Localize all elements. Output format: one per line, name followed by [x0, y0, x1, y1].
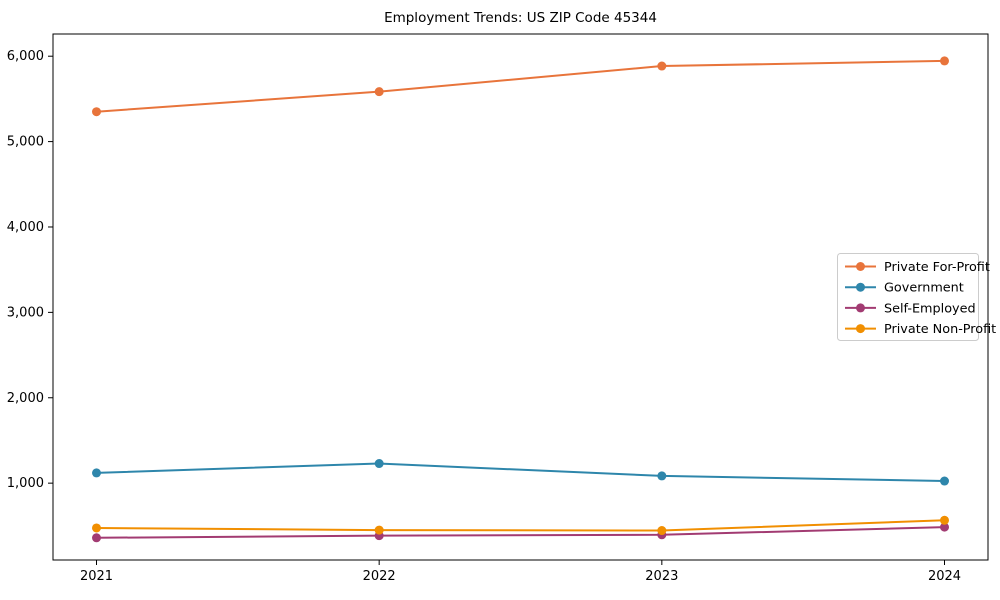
data-point-private-non-profit-2021 [92, 523, 101, 533]
data-point-government-2022 [374, 459, 384, 469]
series-line-private-for-profit [95, 59, 946, 113]
data-point-government-2023 [657, 471, 667, 481]
series-government [92, 459, 949, 486]
legend-marker [856, 324, 865, 334]
y-tick-label: 2,000 [7, 391, 44, 406]
y-axis: 1,000 2,000 3,000 4,000 5,000 6,000 [7, 49, 53, 491]
y-tick-label: 4,000 [7, 220, 44, 235]
x-axis: 2021 2022 2023 2024 [80, 560, 961, 584]
data-point-government-2024 [940, 476, 949, 486]
series-private-for-profit [92, 56, 949, 117]
data-point-private-for-profit-2023 [657, 61, 667, 71]
x-tick-label: 2021 [80, 569, 113, 584]
data-point-private-for-profit-2022 [374, 87, 384, 97]
data-point-private-non-profit-2022 [374, 525, 384, 535]
data-point-self-employed-2024 [940, 522, 949, 532]
legend-marker [856, 303, 865, 313]
y-tick-label: 5,000 [7, 135, 44, 150]
series-line-private-non-profit [95, 519, 946, 532]
chart-title: Employment Trends: US ZIP Code 45344 [384, 10, 657, 26]
data-point-self-employed-2021 [92, 533, 101, 543]
legend-marker [856, 282, 865, 292]
data-point-private-for-profit-2021 [92, 107, 101, 117]
x-tick-label: 2024 [928, 569, 961, 584]
legend: Private For-Profit Government Self-Employe… [837, 253, 996, 341]
legend-entry-private-non-profit: Private Non-Profit [845, 322, 996, 337]
legend-label: Government [884, 281, 964, 296]
y-tick-label: 3,000 [7, 305, 44, 320]
x-tick-label: 2022 [363, 569, 396, 584]
legend-entry-government: Government [845, 281, 964, 296]
legend-label: Self-Employed [884, 301, 976, 316]
x-tick-label: 2023 [645, 569, 678, 584]
legend-entry-private-for-profit: Private For-Profit [845, 260, 990, 275]
data-point-private-non-profit-2023 [657, 526, 667, 536]
legend-box [837, 253, 979, 341]
data-point-government-2021 [92, 468, 101, 478]
data-point-private-non-profit-2024 [940, 515, 949, 525]
series-line-self-employed [95, 526, 946, 539]
legend-label: Private Non-Profit [884, 322, 996, 337]
data-point-private-for-profit-2024 [940, 56, 949, 66]
legend-label: Private For-Profit [884, 260, 990, 275]
legend-entry-self-employed: Self-Employed [845, 301, 976, 316]
axes-frame [52, 33, 989, 561]
y-tick-label: 1,000 [7, 476, 44, 491]
series-private-non-profit [92, 515, 949, 536]
legend-marker [856, 262, 865, 271]
y-tick-label: 6,000 [7, 49, 44, 64]
series-line-government [95, 462, 946, 483]
